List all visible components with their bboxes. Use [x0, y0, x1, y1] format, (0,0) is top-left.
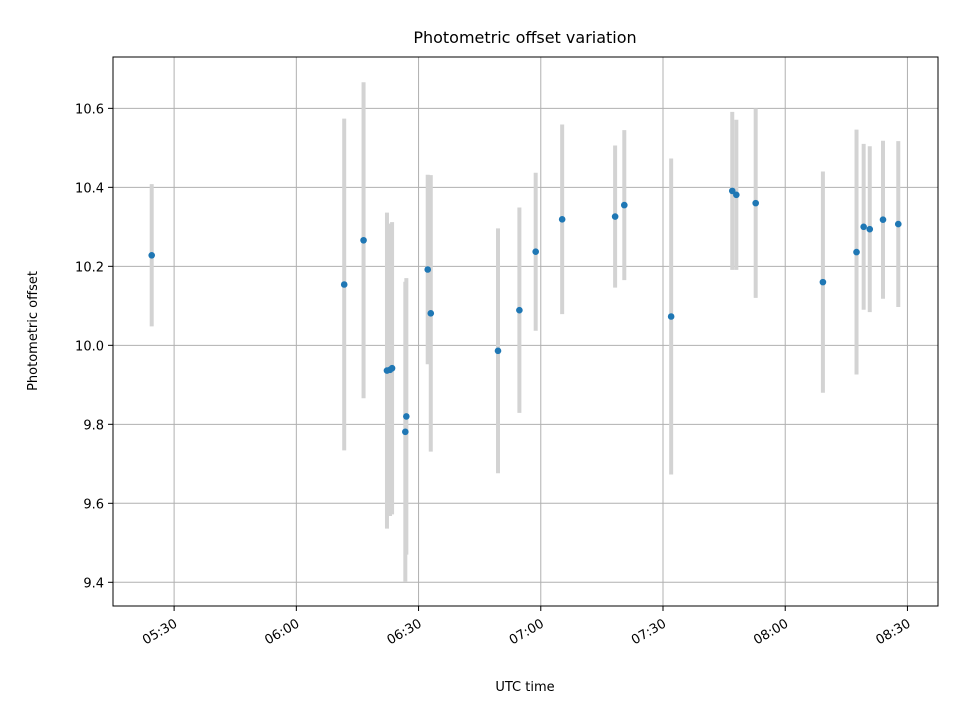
data-point — [728, 187, 736, 195]
data-point — [866, 225, 874, 233]
y-tick-label: 9.4 — [83, 576, 104, 591]
plot-frame — [112, 56, 939, 607]
data-point — [620, 201, 628, 209]
data-point — [532, 248, 539, 256]
data-point — [733, 191, 740, 199]
data-points — [148, 187, 902, 436]
y-tick-label: 9.6 — [83, 497, 104, 512]
data-point — [819, 278, 827, 286]
data-point — [494, 347, 502, 355]
grid — [113, 57, 938, 606]
data-point — [860, 223, 867, 231]
data-point — [402, 428, 409, 436]
chart-title: Photometric offset variation — [413, 28, 636, 47]
errorbars — [149, 82, 901, 582]
data-point — [360, 236, 367, 244]
y-tick-label: 9.8 — [83, 418, 104, 433]
data-point — [403, 413, 410, 420]
data-point — [424, 266, 432, 273]
x-axis-label: UTC time — [495, 680, 554, 695]
x-tick-label: 05:30 — [140, 616, 180, 648]
data-point — [894, 220, 902, 228]
x-tick-label: 08:30 — [873, 616, 913, 648]
data-point — [516, 306, 523, 314]
x-tick-label: 07:00 — [507, 616, 547, 648]
data-point — [388, 364, 396, 372]
data-point — [427, 310, 435, 317]
y-axis-label: Photometric offset — [26, 271, 41, 391]
y-tick-label: 10.2 — [75, 260, 104, 275]
data-point — [853, 248, 860, 256]
y-tick-label: 10.6 — [75, 102, 104, 117]
data-point — [148, 251, 156, 259]
x-tick-label: 07:30 — [629, 616, 669, 648]
data-point — [752, 199, 759, 207]
x-axis: 05:30 06:00 06:30 07:00 07:30 08:00 08:30 — [140, 606, 913, 648]
y-tick-label: 10.4 — [75, 181, 104, 196]
data-point — [611, 213, 619, 220]
y-tick-label: 10.0 — [75, 339, 104, 354]
x-tick-label: 06:00 — [262, 616, 302, 648]
data-point — [340, 281, 348, 288]
y-axis: 9.4 9.6 9.8 10.0 10.2 10.4 10.6 — [75, 102, 113, 591]
data-point — [667, 313, 675, 320]
data-point — [558, 216, 566, 223]
x-tick-label: 08:00 — [751, 616, 791, 648]
x-tick-label: 06:30 — [385, 616, 425, 648]
data-point — [879, 216, 887, 224]
